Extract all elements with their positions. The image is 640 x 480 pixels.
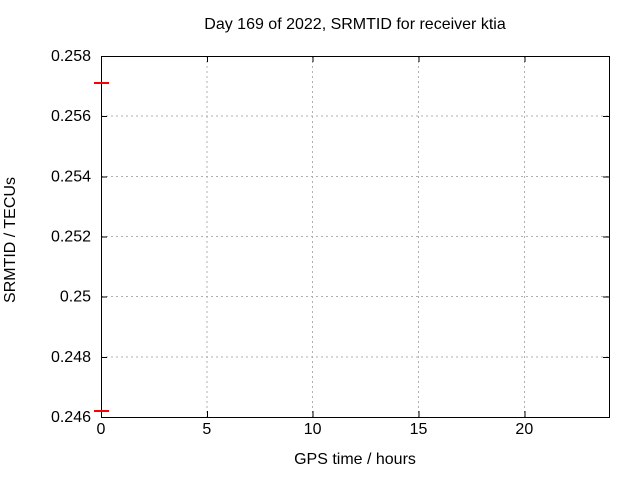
x-tick-label: 20 bbox=[515, 421, 533, 438]
y-axis-label: SRMTID / TECUs bbox=[2, 177, 19, 303]
chart-title: Day 169 of 2022, SRMTID for receiver kti… bbox=[204, 16, 506, 33]
y-tick-label: 0.256 bbox=[51, 108, 91, 125]
x-tick-label: 15 bbox=[410, 421, 428, 438]
y-tick-label: 0.25 bbox=[60, 289, 91, 306]
x-tick-label: 10 bbox=[304, 421, 322, 438]
y-tick-label: 0.252 bbox=[51, 229, 91, 246]
y-tick-label: 0.246 bbox=[51, 409, 91, 426]
y-tick-label: 0.258 bbox=[51, 48, 91, 65]
x-tick-label: 5 bbox=[202, 421, 211, 438]
x-axis-label: GPS time / hours bbox=[294, 451, 416, 468]
y-tick-label: 0.248 bbox=[51, 349, 91, 366]
x-tick-label: 0 bbox=[97, 421, 106, 438]
y-tick-label: 0.254 bbox=[51, 168, 91, 185]
plot-area: 0 5 10 15 20 0.246 0.248 0.25 0.252 0.254 0.256 0.2… bbox=[51, 48, 610, 438]
